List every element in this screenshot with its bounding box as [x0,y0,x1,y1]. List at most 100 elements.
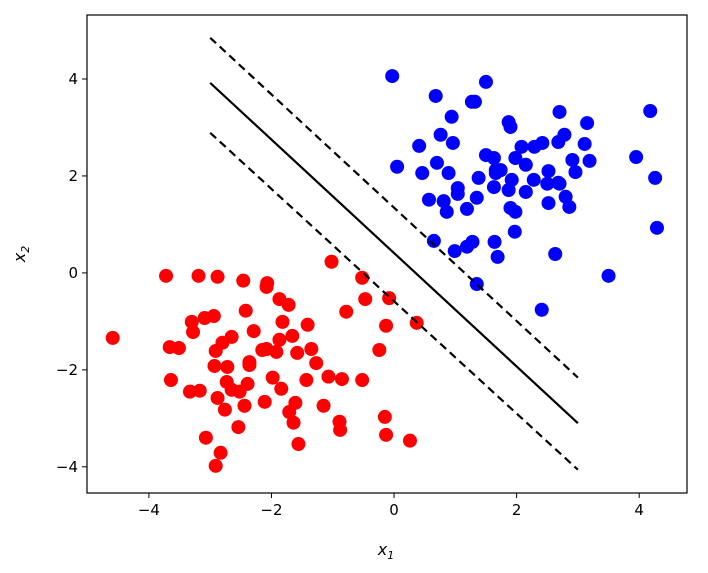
blue-point [562,199,577,214]
red-point [257,394,272,409]
blue-point [648,170,663,185]
blue-point [459,201,474,216]
margin-upper-line [209,36,579,379]
blue-point [426,233,441,248]
blue-point [385,69,400,84]
red-point [159,268,174,283]
red-point [281,297,296,312]
blue-point [552,104,567,119]
red-point [192,383,207,398]
red-point [291,437,306,452]
y-tick-label: 0 [68,264,78,282]
red-point [355,373,370,388]
red-point [265,370,280,385]
red-point [290,345,305,360]
blue-point [436,194,451,209]
red-point [275,314,290,329]
blue-point [447,244,462,259]
red-point [285,328,300,343]
x-tick-label: −4 [138,501,160,519]
blue-point [540,176,555,191]
blue-point [469,190,484,205]
red-point [191,268,206,283]
x-tick-label: 4 [634,501,644,519]
margin-lower-line [209,131,579,471]
blue-point [445,135,460,150]
red-point [184,314,199,329]
blue-point [508,151,523,166]
blue-point [551,175,566,190]
red-point [246,324,261,339]
blue-point [601,268,616,283]
blue-point [526,172,541,187]
red-point [286,415,301,430]
blue-point [433,127,448,142]
blue-point [488,166,503,181]
y-tick-label: 2 [68,167,78,185]
blue-point [444,109,459,124]
red-point [186,325,201,340]
blue-point [428,88,443,103]
blue-point [487,234,502,249]
blue-point [649,220,664,235]
decision-boundary-line [209,82,579,424]
blue-point [518,184,533,199]
red-point [334,372,349,387]
red-point [379,427,394,442]
red-point [288,395,303,410]
red-point [210,390,225,405]
red-point [377,409,392,424]
blue-point [501,183,516,198]
red-point [379,318,394,333]
y-tick-label: −4 [56,458,78,476]
red-point [339,304,354,319]
red-point [242,358,257,373]
red-point [231,420,246,435]
x-tick-label: 0 [389,501,399,519]
blue-point [465,234,480,249]
blue-point [514,139,529,154]
blue-point [421,192,436,207]
red-point [304,342,319,357]
red-point [220,359,235,374]
red-point [358,292,373,307]
blue-point [541,164,556,179]
red-point [300,317,315,332]
blue-point [518,157,533,172]
blue-point [439,204,454,219]
blue-point [643,103,658,118]
blue-point [577,136,592,151]
blue-point [629,150,644,165]
blue-point [503,119,518,134]
red-point [402,433,417,448]
blue-point [507,224,522,239]
red-point [240,376,255,391]
red-point [208,343,223,358]
blue-point [412,138,427,153]
red-point [372,342,387,357]
red-point [324,254,339,269]
red-point [237,398,252,413]
blue-point [580,116,595,131]
red-point [269,344,284,359]
y-tick-label: −2 [56,361,78,379]
blue-point [548,247,563,261]
red-point [213,445,228,460]
blue-point [568,165,583,180]
x-tick-label: −2 [260,501,282,519]
blue-point [471,170,486,185]
blue-point [508,204,523,219]
red-point [321,369,336,384]
blue-point [450,186,465,201]
red-point [198,430,213,445]
red-point [105,330,120,345]
red-point [217,402,232,417]
red-point [299,373,314,388]
red-point [236,273,251,288]
blue-point [467,94,482,109]
blue-point [415,166,430,181]
red-point [238,303,253,318]
red-point [274,381,289,396]
red-point [316,398,331,413]
red-point [171,341,186,356]
